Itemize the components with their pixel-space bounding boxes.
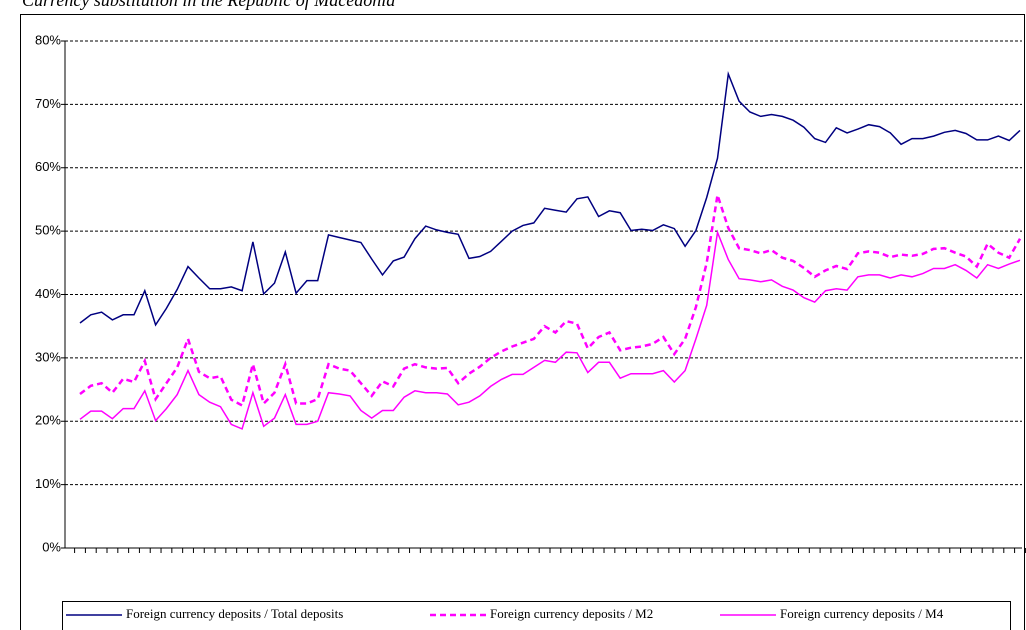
y-tick-label: 70% bbox=[35, 96, 61, 111]
series-line bbox=[79, 71, 1021, 327]
series-line bbox=[79, 194, 1022, 408]
y-tick-label: 0% bbox=[42, 539, 61, 554]
chart-title: Currency substitution in the Republic of… bbox=[22, 0, 395, 10]
series-line bbox=[79, 229, 1021, 430]
y-tick-label: 30% bbox=[35, 349, 61, 364]
y-tick-label: 20% bbox=[35, 413, 61, 428]
y-tick-label: 10% bbox=[35, 476, 61, 491]
legend-box bbox=[62, 601, 1011, 630]
chart-frame bbox=[20, 14, 1025, 630]
y-tick-label: 60% bbox=[35, 159, 61, 174]
legend-label: Foreign currency deposits / M2 bbox=[490, 606, 653, 621]
y-tick-label: 80% bbox=[35, 32, 61, 47]
y-tick-label: 50% bbox=[35, 223, 61, 238]
legend-label: Foreign currency deposits / Total deposi… bbox=[126, 606, 343, 621]
y-tick-label: 40% bbox=[35, 286, 61, 301]
legend-label: Foreign currency deposits / M4 bbox=[780, 606, 944, 621]
